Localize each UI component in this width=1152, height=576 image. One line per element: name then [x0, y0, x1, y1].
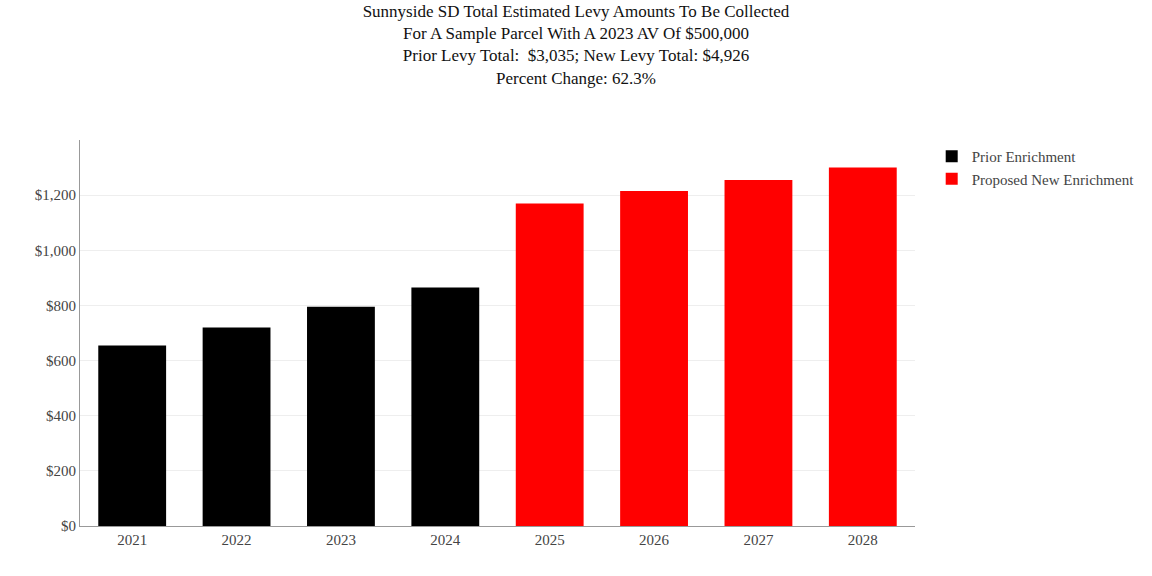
svg-text:$1,200: $1,200: [35, 187, 76, 203]
svg-text:$200: $200: [46, 463, 76, 479]
svg-text:Proposed New Enrichment: Proposed New Enrichment: [972, 172, 1134, 188]
svg-text:$0: $0: [61, 518, 76, 534]
svg-text:2028: 2028: [848, 532, 878, 548]
svg-text:2021: 2021: [117, 532, 147, 548]
svg-text:2026: 2026: [639, 532, 670, 548]
svg-text:2027: 2027: [743, 532, 774, 548]
svg-text:$600: $600: [46, 353, 76, 369]
svg-text:$1,000: $1,000: [35, 243, 76, 259]
svg-text:2025: 2025: [535, 532, 565, 548]
svg-text:$400: $400: [46, 408, 76, 424]
svg-text:2024: 2024: [430, 532, 461, 548]
svg-text:Sunnyside SD Total Estimated L: Sunnyside SD Total Estimated Levy Amount…: [363, 2, 790, 87]
svg-text:$800: $800: [46, 298, 76, 314]
svg-text:2022: 2022: [222, 532, 252, 548]
svg-text:Prior Enrichment: Prior Enrichment: [972, 149, 1077, 165]
svg-text:2023: 2023: [326, 532, 356, 548]
